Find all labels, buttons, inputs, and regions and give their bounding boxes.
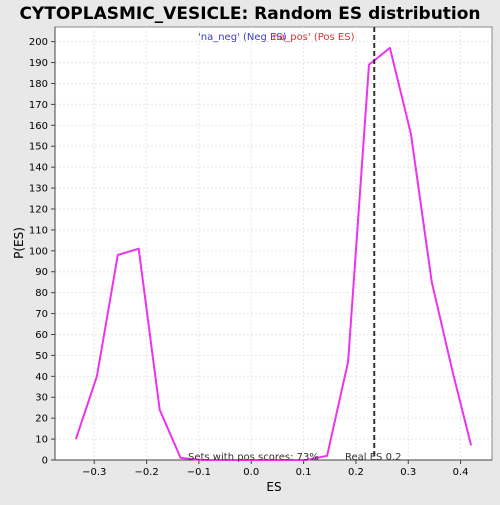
series-line-pos bbox=[74, 46, 473, 461]
grid bbox=[55, 27, 492, 461]
y-tick-label: 110 bbox=[29, 225, 48, 236]
x-tick-label: −0.3 bbox=[82, 467, 106, 478]
y-tick-label: 200 bbox=[29, 37, 48, 48]
x-tick-label: 0.3 bbox=[400, 467, 416, 478]
x-tick-label: 0.1 bbox=[296, 467, 312, 478]
x-tick-label: 0.2 bbox=[348, 467, 364, 478]
x-axis-label: ES bbox=[266, 480, 281, 494]
y-tick-label: 190 bbox=[29, 58, 48, 69]
y-tick-label: 90 bbox=[35, 267, 48, 278]
y-axis-label: P(ES) bbox=[12, 227, 26, 259]
y-tick-label: 140 bbox=[29, 163, 48, 174]
x-tick-label: −0.1 bbox=[187, 467, 211, 478]
y-tick-label: 120 bbox=[29, 204, 48, 215]
axes: 0 10 20 30 40 50 60 70 80 90 100 110 120 130 140 150 160… bbox=[29, 27, 492, 478]
real-es-label: Real ES 0.2 bbox=[345, 452, 401, 463]
legend-entry-pos: 'na_pos' (Pos ES) bbox=[270, 32, 355, 43]
y-tick-label: 30 bbox=[35, 393, 48, 404]
y-tick-label: 100 bbox=[29, 246, 48, 257]
legend-entry-neg: 'na_neg' (Neg ES) bbox=[198, 32, 287, 43]
y-tick-label: 170 bbox=[29, 100, 48, 111]
series-layer bbox=[74, 46, 473, 461]
y-tick-label: 180 bbox=[29, 79, 48, 90]
y-tick-label: 160 bbox=[29, 121, 48, 132]
x-tick-label: −0.2 bbox=[134, 467, 158, 478]
x-tick-label: 0.0 bbox=[243, 467, 259, 478]
y-tick-label: 150 bbox=[29, 142, 48, 153]
y-tick-label: 0 bbox=[42, 456, 48, 467]
y-tick-label: 10 bbox=[35, 435, 48, 446]
y-tick-label: 20 bbox=[35, 414, 48, 425]
y-tick-label: 40 bbox=[35, 372, 48, 383]
y-tick-label: 130 bbox=[29, 184, 48, 195]
plot-area bbox=[54, 26, 493, 461]
chart-title: CYTOPLASMIC_VESICLE: Random ES distribut… bbox=[19, 4, 480, 24]
sets-with-pos-label: Sets with pos scores: 73% bbox=[188, 452, 319, 463]
y-tick-label: 80 bbox=[35, 288, 48, 299]
y-tick-label: 70 bbox=[35, 309, 48, 320]
x-tick-label: 0.4 bbox=[453, 467, 469, 478]
y-tick-label: 50 bbox=[35, 351, 48, 362]
y-tick-label: 60 bbox=[35, 330, 48, 341]
